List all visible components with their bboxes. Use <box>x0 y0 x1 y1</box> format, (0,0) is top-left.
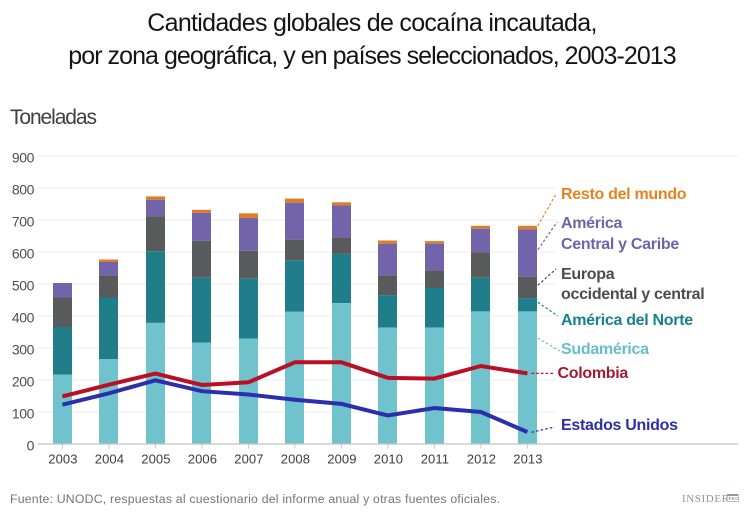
svg-text:2007: 2007 <box>234 452 263 467</box>
svg-text:400: 400 <box>12 310 35 326</box>
svg-text:2013: 2013 <box>513 452 542 467</box>
svg-text:2012: 2012 <box>467 452 496 467</box>
svg-text:2008: 2008 <box>281 452 310 467</box>
svg-text:900: 900 <box>12 150 35 166</box>
svg-text:2004: 2004 <box>95 452 124 467</box>
svg-text:2006: 2006 <box>188 452 217 467</box>
svg-text:100: 100 <box>12 406 35 422</box>
svg-text:2009: 2009 <box>327 452 356 467</box>
svg-text:200: 200 <box>12 374 35 390</box>
svg-text:0: 0 <box>27 438 35 454</box>
svg-text:500: 500 <box>12 278 35 294</box>
svg-text:2005: 2005 <box>141 452 170 467</box>
svg-text:600: 600 <box>12 246 35 262</box>
svg-text:800: 800 <box>12 182 35 198</box>
svg-text:2003: 2003 <box>48 452 77 467</box>
svg-text:300: 300 <box>12 342 35 358</box>
svg-text:2011: 2011 <box>421 452 449 467</box>
svg-text:700: 700 <box>12 214 35 230</box>
svg-text:2010: 2010 <box>374 452 403 467</box>
